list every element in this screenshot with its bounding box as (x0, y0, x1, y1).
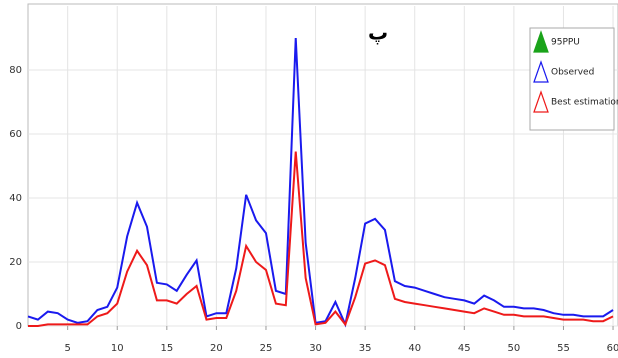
x-tick-label: 50 (508, 343, 521, 354)
legend-icon (533, 60, 549, 83)
x-tick-label: 55 (557, 343, 570, 354)
y-tick-label: 0 (16, 321, 22, 332)
y-tick-label: 20 (9, 257, 22, 268)
series-line (27, 37, 614, 328)
x-tick-label: 40 (408, 343, 421, 354)
x-tick-label: 35 (359, 343, 372, 354)
legend-box (529, 27, 615, 131)
x-tick-label: 10 (111, 343, 124, 354)
legend-label: Best estimation (551, 98, 618, 108)
legend-label: 95PPU (551, 38, 580, 48)
x-tick-label: 15 (160, 343, 173, 354)
y-tick-label: 40 (9, 193, 22, 204)
x-tick-label: 45 (458, 343, 471, 354)
x-tick-label: 25 (260, 343, 273, 354)
chart-title: پ (368, 21, 388, 45)
y-tick-label: 60 (9, 129, 22, 140)
x-tick-label: 5 (64, 343, 70, 354)
legend: 95PPU Observed Best estimation (529, 27, 618, 131)
x-tick-label: 60 (607, 343, 618, 354)
legend-label: Observed (551, 68, 594, 78)
series-line (28, 151, 614, 327)
x-tick-label: 20 (210, 343, 223, 354)
x-tick-label: 30 (309, 343, 322, 354)
legend-icon (533, 30, 549, 53)
y-tick-label: 80 (9, 65, 22, 76)
legend-icon (533, 90, 549, 113)
